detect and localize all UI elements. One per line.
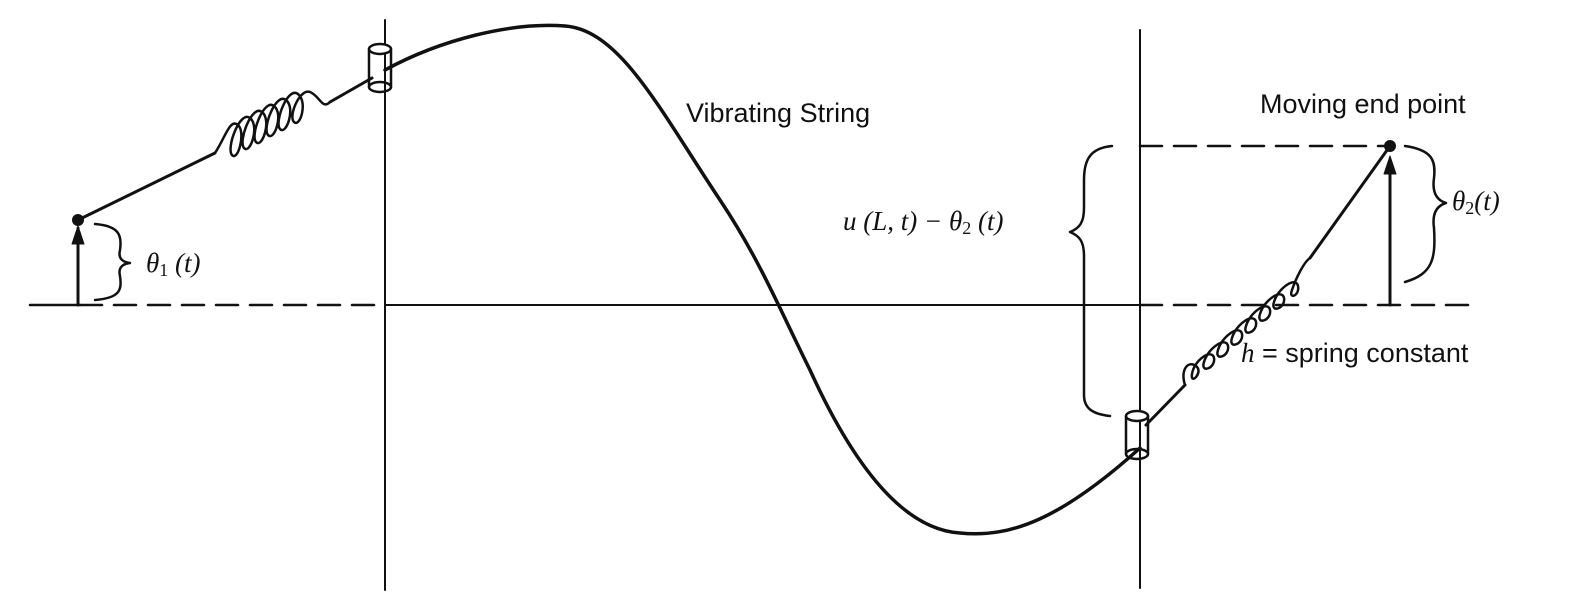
theta2-brace xyxy=(1403,144,1448,284)
vibrating-string-curve xyxy=(383,23,1142,536)
theta1-label: θ1 (t) xyxy=(146,248,201,280)
theta2-arrowhead xyxy=(1383,155,1397,175)
theta1-brace xyxy=(93,222,132,302)
left-spring-coil xyxy=(213,90,332,158)
moving-end-point-label: Moving end point xyxy=(1260,89,1466,119)
right-spring-upper-rod xyxy=(1308,144,1392,260)
right-spring-coil xyxy=(1182,256,1312,387)
moving-end-point xyxy=(1384,140,1396,152)
left-end-point xyxy=(72,214,84,226)
left-ring xyxy=(367,42,393,94)
theta2-label: θ2(t) xyxy=(1452,186,1500,218)
displacement-brace xyxy=(1068,144,1114,418)
spring-constant-label: h = spring constant xyxy=(1241,338,1469,368)
right-spring-lower-rod xyxy=(1144,383,1187,427)
vibrating-string-label: Vibrating String xyxy=(686,98,871,128)
left-spring-upper-rod xyxy=(328,76,374,104)
theta1-arrowhead xyxy=(71,225,85,245)
left-spring-lower-rod xyxy=(76,151,217,222)
displacement-label: u (L, t) − θ2 (t) xyxy=(843,206,1004,238)
